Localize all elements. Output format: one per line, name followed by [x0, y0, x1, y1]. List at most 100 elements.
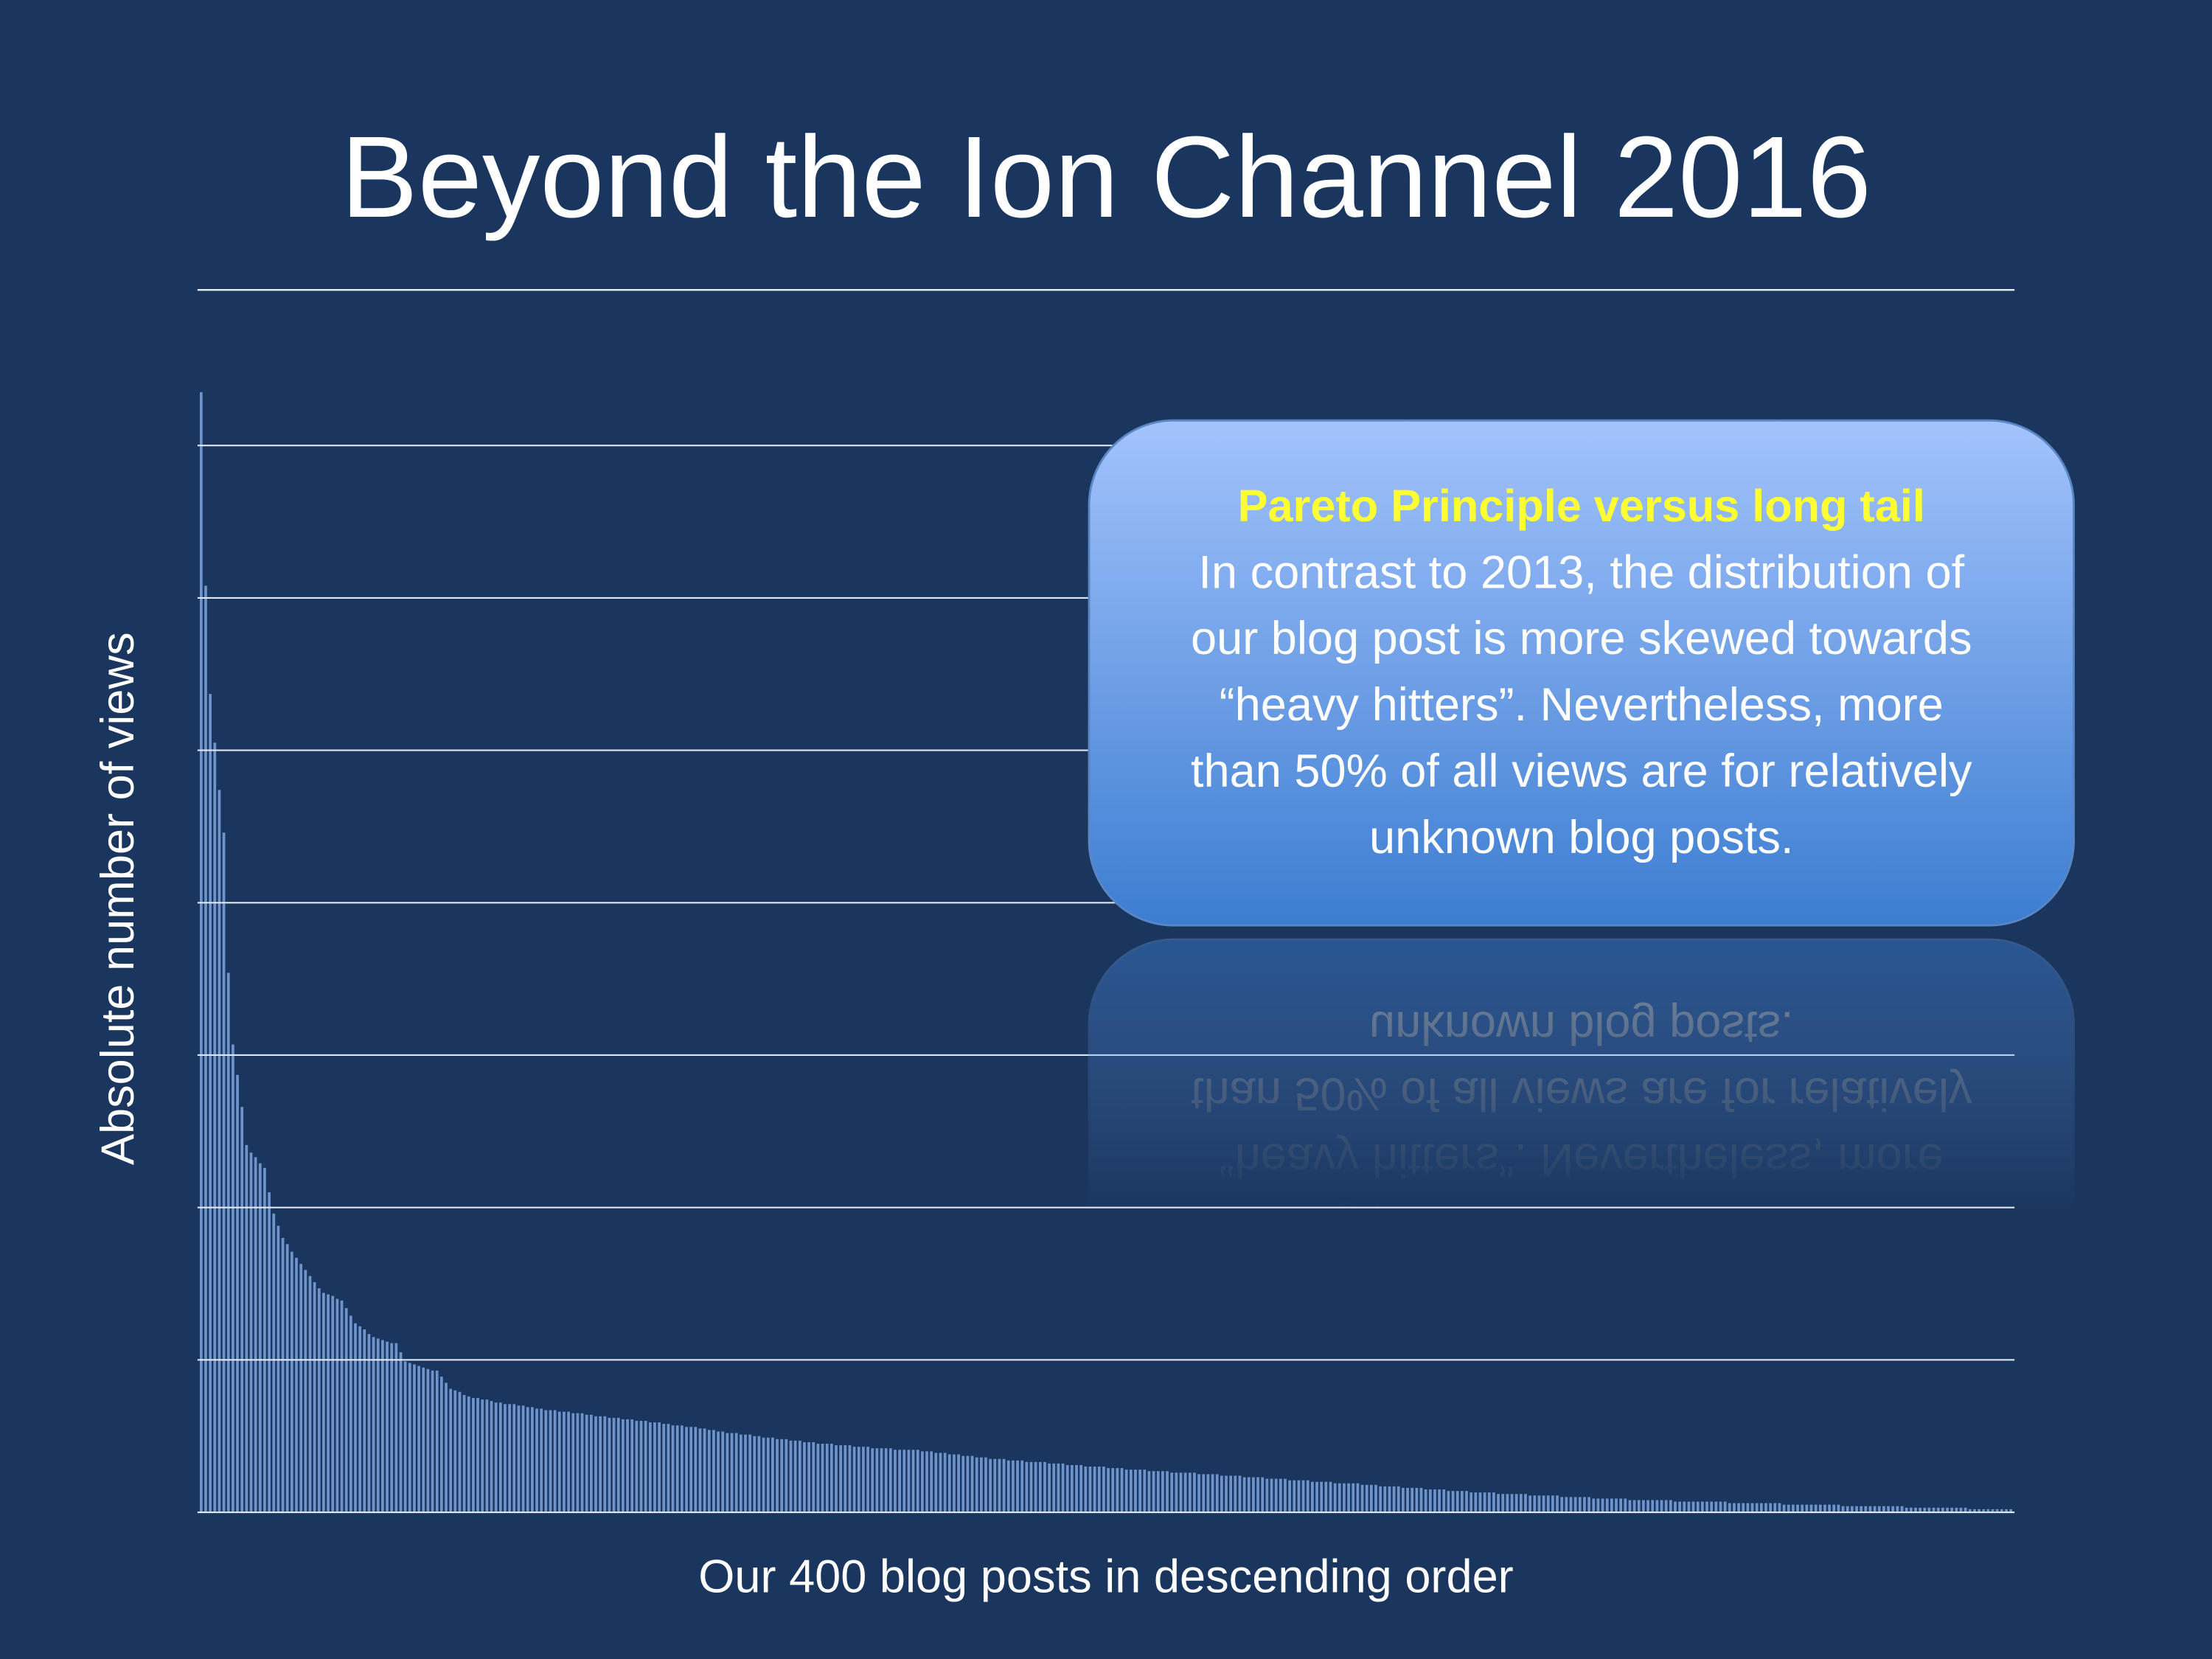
bar — [839, 1445, 843, 1513]
bar — [1601, 1498, 1604, 1513]
bar — [1134, 1470, 1137, 1513]
bar — [472, 1398, 475, 1513]
bar — [1406, 1487, 1409, 1513]
bar — [422, 1367, 425, 1513]
bar — [1242, 1477, 1246, 1513]
bar — [1764, 1503, 1767, 1513]
bar — [1043, 1461, 1046, 1513]
bar — [1642, 1500, 1645, 1513]
bar — [1088, 1467, 1092, 1513]
bar — [771, 1437, 774, 1513]
bar — [1293, 1480, 1296, 1513]
bar — [1175, 1472, 1178, 1513]
bar — [1478, 1492, 1482, 1513]
bar — [331, 1295, 335, 1513]
callout-line: In contrast to 2013, the distribution of — [1198, 546, 1964, 598]
bar — [1247, 1477, 1251, 1513]
bar — [1156, 1471, 1160, 1513]
bar — [367, 1334, 371, 1513]
bar — [1846, 1506, 1849, 1513]
bar — [1900, 1506, 1904, 1513]
callout-line: unknown blog posts. — [1369, 812, 1794, 863]
bar — [386, 1341, 389, 1513]
bar — [544, 1410, 548, 1513]
bar — [726, 1433, 729, 1513]
bar — [585, 1414, 588, 1513]
bar — [1691, 1501, 1695, 1513]
bar — [594, 1416, 597, 1513]
bar — [1750, 1503, 1754, 1513]
bar — [1637, 1500, 1641, 1513]
bar — [1411, 1487, 1414, 1513]
bar — [1565, 1497, 1568, 1513]
bar — [1402, 1487, 1405, 1513]
bar — [1301, 1480, 1305, 1513]
bar — [998, 1458, 1001, 1513]
bar — [200, 392, 203, 1513]
bar — [898, 1450, 901, 1513]
callout-box — [1088, 419, 2075, 927]
bar — [557, 1411, 561, 1513]
bar — [1102, 1467, 1105, 1513]
bar — [902, 1450, 906, 1513]
bar — [1179, 1472, 1183, 1513]
bar — [1941, 1507, 1944, 1513]
bar — [1451, 1491, 1455, 1513]
bar — [1628, 1500, 1632, 1513]
bar — [531, 1407, 534, 1513]
bar — [1197, 1474, 1200, 1513]
bar — [947, 1454, 951, 1513]
bar — [1075, 1464, 1078, 1513]
bar — [1215, 1474, 1219, 1513]
bar — [1855, 1506, 1858, 1513]
bar — [440, 1377, 443, 1513]
bar — [1801, 1504, 1804, 1513]
bar — [1551, 1495, 1554, 1513]
bar — [1809, 1504, 1813, 1513]
bar — [1311, 1481, 1314, 1513]
x-axis-label: Our 400 blog posts in descending order — [698, 1551, 1513, 1603]
bar — [1877, 1506, 1881, 1513]
bar — [739, 1434, 742, 1513]
bar — [1093, 1467, 1096, 1513]
bar — [721, 1431, 725, 1513]
bar — [254, 1157, 257, 1513]
bar — [1664, 1500, 1668, 1513]
bar — [340, 1300, 344, 1513]
bar — [1428, 1489, 1432, 1513]
bar — [1447, 1491, 1450, 1513]
bar — [639, 1421, 643, 1513]
bar — [435, 1370, 439, 1513]
bar — [1542, 1495, 1545, 1513]
bar — [635, 1421, 639, 1513]
bar — [549, 1410, 552, 1513]
bar — [467, 1396, 470, 1513]
bar — [226, 973, 230, 1513]
bar — [381, 1340, 384, 1513]
bar — [835, 1445, 838, 1513]
bar — [961, 1455, 965, 1513]
bar — [698, 1428, 702, 1513]
callout-line: than 50% of all views are for relatively — [1191, 745, 1972, 797]
bar — [408, 1363, 411, 1513]
bar — [1978, 1509, 1980, 1513]
bar — [1537, 1495, 1541, 1513]
bar — [989, 1458, 992, 1513]
bar — [1166, 1471, 1169, 1513]
bar — [209, 694, 212, 1513]
bar — [612, 1417, 616, 1513]
bar — [1674, 1501, 1677, 1513]
bar — [403, 1361, 407, 1513]
bar — [1225, 1475, 1228, 1513]
bar — [1379, 1486, 1382, 1513]
bar — [204, 585, 207, 1513]
bar — [1455, 1491, 1459, 1513]
bar — [1338, 1483, 1341, 1513]
bar — [793, 1440, 797, 1513]
bar — [1374, 1484, 1377, 1513]
bar — [1288, 1480, 1291, 1513]
bar — [213, 742, 217, 1513]
bar — [1057, 1463, 1060, 1513]
bar — [1116, 1468, 1119, 1513]
